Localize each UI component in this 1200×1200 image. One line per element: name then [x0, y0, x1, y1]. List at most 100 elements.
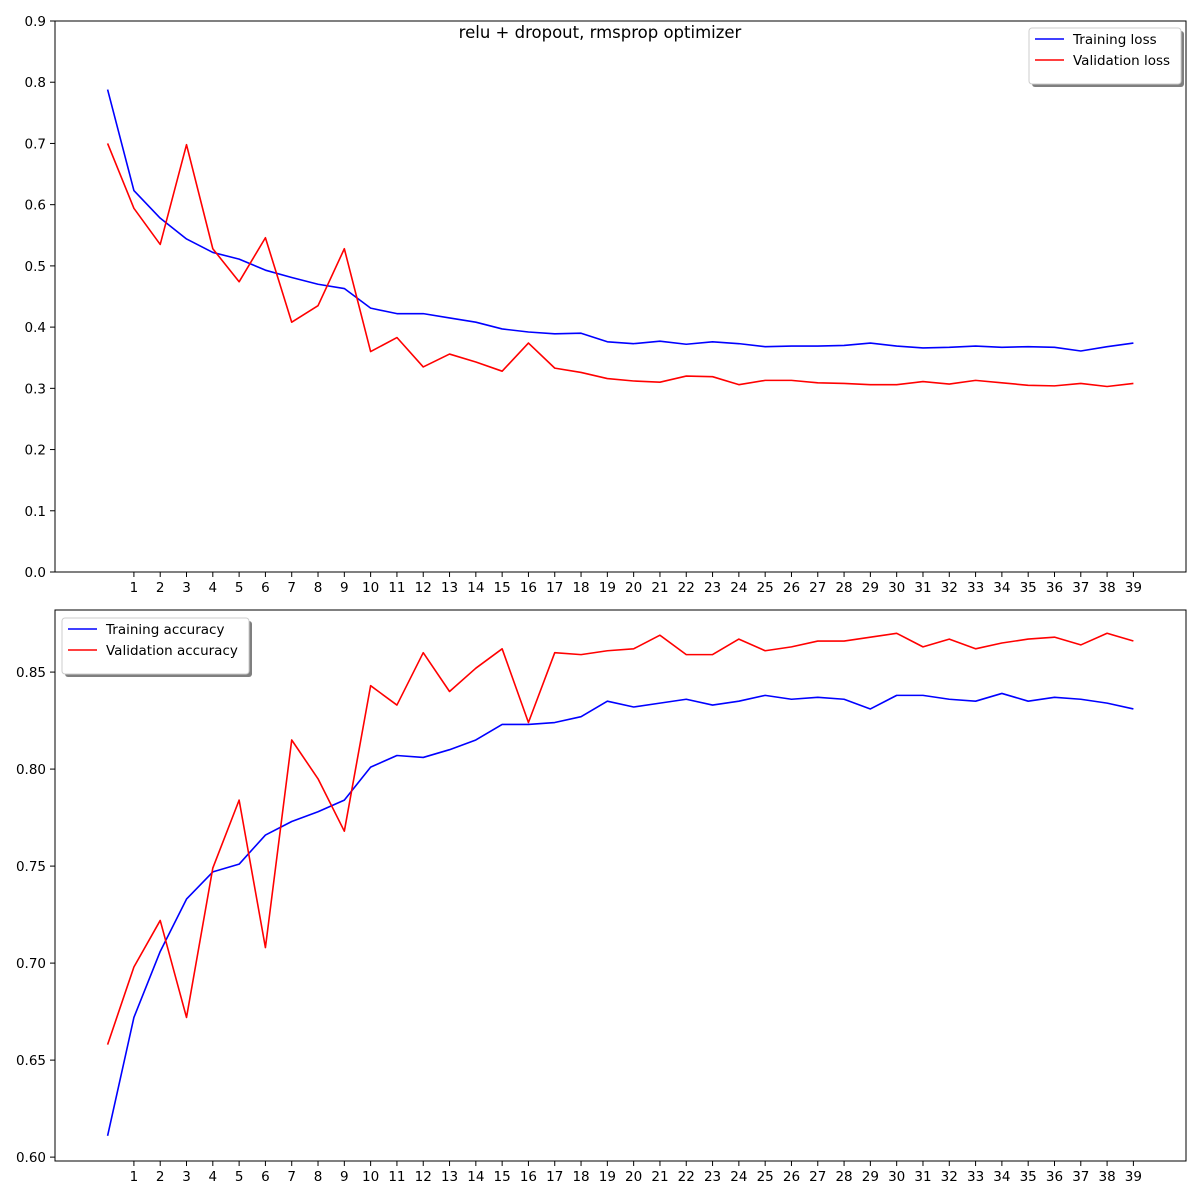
x-tick-label: 2: [156, 1169, 165, 1185]
x-tick-label: 18: [572, 580, 589, 596]
y-tick-label: 0.85: [16, 665, 46, 681]
x-tick-label: 29: [862, 1169, 879, 1185]
x-tick-label: 12: [415, 580, 432, 596]
x-tick-label: 17: [546, 580, 563, 596]
x-tick-label: 5: [235, 580, 244, 596]
x-tick-label: 36: [1046, 1169, 1063, 1185]
x-tick-label: 32: [941, 1169, 958, 1185]
x-tick-label: 20: [625, 1169, 642, 1185]
x-tick-label: 32: [941, 580, 958, 596]
x-tick-label: 31: [914, 580, 931, 596]
axes-frame: [54, 609, 1187, 1162]
y-tick-label: 0.6: [25, 198, 46, 214]
y-tick-label: 0.4: [25, 320, 46, 336]
legend: Training accuracy Validation accuracy: [61, 617, 252, 677]
y-tick-label: 0.5: [25, 259, 46, 275]
x-tick-label: 3: [182, 1169, 191, 1185]
x-tick-label: 8: [314, 580, 323, 596]
x-tick-label: 1: [130, 1169, 139, 1185]
x-tick-label: 38: [1098, 580, 1115, 596]
x-tick-label: 39: [1125, 1169, 1142, 1185]
x-tick-label: 22: [678, 580, 695, 596]
x-tick-label: 22: [678, 1169, 695, 1185]
series-line-validation-accuracy: [106, 632, 1134, 1045]
x-tick-label: 3: [182, 580, 191, 596]
x-tick-label: 21: [651, 1169, 668, 1185]
x-tick-label: 28: [835, 1169, 852, 1185]
x-tick-label: 25: [757, 1169, 774, 1185]
x-tick-label: 7: [287, 580, 296, 596]
x-tick-label: 19: [599, 1169, 616, 1185]
x-tick-label: 26: [783, 580, 800, 596]
x-tick-label: 23: [704, 1169, 721, 1185]
x-tick-label: 6: [261, 1169, 270, 1185]
x-tick-label: 35: [1020, 580, 1037, 596]
y-tick-label: 0.70: [16, 956, 46, 972]
x-tick-label: 23: [704, 580, 721, 596]
x-tick-label: 24: [730, 1169, 747, 1185]
x-tick-label: 10: [362, 1169, 379, 1185]
legend-box: [1028, 27, 1182, 85]
x-tick-label: 19: [599, 580, 616, 596]
x-tick-label: 13: [441, 1169, 458, 1185]
x-tick-label: 33: [967, 580, 984, 596]
x-tick-label: 15: [494, 1169, 511, 1185]
x-tick-label: 27: [809, 1169, 826, 1185]
y-tick-label: 0.2: [25, 443, 46, 459]
x-tick-label: 33: [967, 1169, 984, 1185]
x-tick-label: 39: [1125, 580, 1142, 596]
y-tick-label: 0.8: [25, 75, 46, 91]
x-tick-label: 26: [783, 1169, 800, 1185]
x-tick-label: 7: [287, 1169, 296, 1185]
x-tick-label: 14: [467, 1169, 484, 1185]
x-tick-label: 5: [235, 1169, 244, 1185]
legend-box: [61, 617, 250, 675]
x-tick-label: 30: [888, 1169, 905, 1185]
x-tick-label: 16: [520, 580, 537, 596]
x-tick-label: 34: [993, 580, 1010, 596]
y-tick-label: 0.75: [16, 859, 46, 875]
x-tick-label: 15: [494, 580, 511, 596]
x-tick-label: 37: [1072, 1169, 1089, 1185]
y-tick-label: 0.1: [25, 504, 46, 520]
x-tick-label: 28: [835, 580, 852, 596]
x-tick-label: 6: [261, 580, 270, 596]
x-tick-label: 11: [388, 1169, 405, 1185]
x-tick-label: 11: [388, 580, 405, 596]
figure-suptitle: relu + dropout, rmsprop optimizer: [459, 23, 742, 42]
legend-label: Validation loss: [1073, 53, 1170, 69]
series-line-validation-loss: [106, 143, 1134, 388]
y-tick-label: 0.9: [25, 14, 46, 30]
x-tick-label: 4: [209, 1169, 218, 1185]
y-tick-label: 0.7: [25, 136, 46, 152]
legend-label: Training loss: [1072, 32, 1157, 48]
x-tick-label: 35: [1020, 1169, 1037, 1185]
legend-label: Validation accuracy: [106, 643, 238, 659]
y-tick-label: 0.65: [16, 1053, 46, 1069]
x-tick-label: 12: [415, 1169, 432, 1185]
series-line-training-accuracy: [106, 692, 1134, 1136]
y-tick-label: 0.80: [16, 762, 46, 778]
x-tick-label: 27: [809, 580, 826, 596]
legend: Training loss Validation loss: [1028, 27, 1184, 87]
y-tick-label: 0.60: [16, 1150, 46, 1166]
x-tick-label: 29: [862, 580, 879, 596]
x-tick-label: 4: [209, 580, 218, 596]
x-tick-label: 10: [362, 580, 379, 596]
y-tick-label: 0.3: [25, 381, 46, 397]
x-tick-label: 1: [130, 580, 139, 596]
axes-frame: [54, 20, 1187, 573]
series-line-training-loss: [106, 89, 1134, 352]
x-tick-label: 24: [730, 580, 747, 596]
x-tick-label: 36: [1046, 580, 1063, 596]
x-tick-label: 14: [467, 580, 484, 596]
x-tick-label: 13: [441, 580, 458, 596]
x-tick-label: 20: [625, 580, 642, 596]
x-tick-label: 8: [314, 1169, 323, 1185]
accuracy-subplot: 1 2 3 4 5 6 7 8 9 10 11 12 13 14 15 16 17 18 19 20 21 22 23 24 2…: [16, 609, 1187, 1185]
loss-subplot: 1 2 3 4 5 6 7 8 9 10 11 12 13 14 15 16 17 18 19 20 21 22 23 24 2…: [25, 14, 1187, 596]
x-tick-label: 18: [572, 1169, 589, 1185]
x-tick-label: 37: [1072, 580, 1089, 596]
